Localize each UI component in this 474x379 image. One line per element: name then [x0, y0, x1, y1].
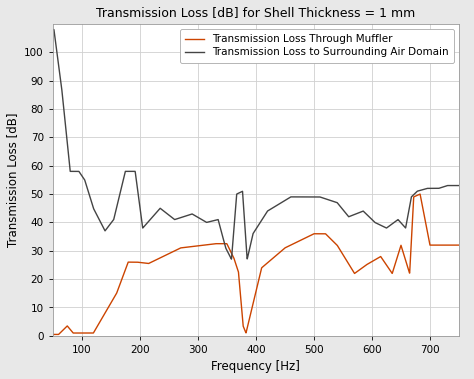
- Transmission Loss to Surrounding Air Domain: [223, 246, 229, 251]
- Transmission Loss Through Muffler: [417, 192, 423, 196]
- Transmission Loss to Surrounding Air Domain: [448, 183, 454, 188]
- Title: Transmission Loss [dB] for Shell Thickness = 1 mm: Transmission Loss [dB] for Shell Thickne…: [96, 6, 416, 19]
- Line: Transmission Loss to Surrounding Air Domain: Transmission Loss to Surrounding Air Dom…: [53, 30, 459, 259]
- Transmission Loss Through Muffler: [50, 332, 55, 337]
- X-axis label: Frequency [Hz]: Frequency [Hz]: [211, 360, 301, 373]
- Transmission Loss to Surrounding Air Domain: [404, 216, 410, 221]
- Transmission Loss Through Muffler: [223, 241, 229, 246]
- Transmission Loss Through Muffler: [206, 242, 211, 247]
- Transmission Loss Through Muffler: [448, 243, 454, 247]
- Transmission Loss to Surrounding Air Domain: [456, 183, 462, 188]
- Transmission Loss Through Muffler: [120, 273, 126, 278]
- Transmission Loss to Surrounding Air Domain: [50, 27, 55, 32]
- Y-axis label: Transmission Loss [dB]: Transmission Loss [dB]: [6, 113, 18, 247]
- Transmission Loss Through Muffler: [456, 243, 462, 247]
- Transmission Loss Through Muffler: [96, 321, 102, 326]
- Transmission Loss to Surrounding Air Domain: [120, 178, 126, 182]
- Transmission Loss to Surrounding Air Domain: [206, 220, 211, 224]
- Line: Transmission Loss Through Muffler: Transmission Loss Through Muffler: [53, 194, 459, 334]
- Transmission Loss to Surrounding Air Domain: [228, 257, 234, 262]
- Legend: Transmission Loss Through Muffler, Transmission Loss to Surrounding Air Domain: Transmission Loss Through Muffler, Trans…: [180, 29, 454, 63]
- Transmission Loss Through Muffler: [404, 263, 410, 268]
- Transmission Loss to Surrounding Air Domain: [96, 217, 102, 222]
